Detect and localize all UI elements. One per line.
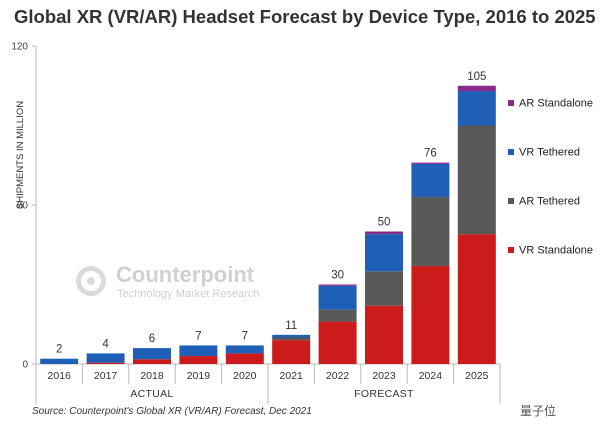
bar-total-label: 2 (56, 344, 62, 356)
bar-total-label: 6 (149, 333, 155, 345)
counterpoint-logo-icon (76, 266, 106, 296)
x-category-label: 2024 (419, 370, 443, 382)
bar-total-label: 11 (285, 320, 297, 332)
bar-segment-vr-tethered (40, 358, 79, 364)
bar-total-label: 30 (331, 270, 344, 282)
bar-segment-ar-standalone (318, 284, 357, 286)
legend-swatch (508, 198, 514, 204)
bar-total-label: 7 (242, 330, 248, 342)
legend-swatch (508, 247, 514, 253)
bar-segment-ar-tethered (318, 309, 357, 322)
bar-segment-vr-tethered (225, 345, 264, 354)
bar-segment-vr-standalone (457, 234, 496, 364)
x-category-label: 2023 (372, 370, 396, 382)
watermark-name: Counterpoint (116, 262, 255, 287)
bar-segment-ar-tethered (365, 271, 403, 306)
bar-segment-vr-standalone (86, 362, 125, 364)
legend-label: AR Tethered (519, 196, 580, 208)
bar-total-label: 4 (102, 338, 109, 350)
logo-dot-icon (87, 277, 95, 285)
x-category-label: 2019 (187, 370, 211, 382)
legend-label: VR Standalone (519, 245, 593, 257)
x-category-label: 2017 (94, 370, 118, 382)
x-category-label: 2022 (326, 370, 350, 382)
bar-segment-vr-tethered (457, 91, 496, 126)
x-category-label: 2016 (48, 370, 72, 382)
legend-label: AR Standalone (519, 98, 593, 110)
bar-segment-vr-standalone (411, 265, 450, 364)
bar-segment-vr-tethered (133, 348, 171, 360)
x-category-label: 2018 (140, 370, 164, 382)
period-label: ACTUAL (130, 388, 173, 400)
period-label: FORECAST (354, 388, 414, 400)
bar-segment-vr-tethered (86, 353, 125, 363)
bar-segment-vr-standalone (225, 353, 264, 364)
bar-segment-vr-tethered (179, 345, 218, 357)
bar-segment-ar-standalone (365, 231, 403, 235)
bar-segment-vr-standalone (365, 305, 403, 364)
legend-swatch (508, 100, 514, 106)
bar-total-label: 7 (195, 330, 201, 342)
x-category-label: 2021 (280, 370, 304, 382)
watermark-tagline: Technology Market Research (117, 288, 260, 300)
bar-total-label: 50 (378, 217, 391, 229)
brand-mark: 量子位 (520, 404, 557, 418)
bar-segment-ar-standalone (411, 162, 450, 164)
y-axis-label: SHIPMENTS IN MILLION (15, 101, 26, 209)
bar-total-label: 76 (424, 148, 437, 160)
bar-segment-ar-standalone (457, 85, 496, 92)
counterpoint-watermark: Counterpoint Technology Market Research (76, 262, 276, 312)
bar-segment-vr-standalone (318, 321, 357, 364)
legend-label: VR Tethered (519, 147, 580, 159)
y-tick-label: 120 (11, 42, 28, 53)
bar-segment-vr-standalone (133, 359, 171, 364)
y-tick-label: 60 (17, 201, 29, 212)
bar-total-label: 105 (467, 71, 486, 83)
bar-segment-vr-tethered (365, 234, 403, 272)
x-category-label: 2020 (233, 370, 257, 382)
bar-segment-vr-tethered (411, 163, 450, 198)
bar-segment-ar-tethered (457, 125, 496, 235)
bar-segment-vr-tethered (272, 334, 311, 338)
source-note: Source: Counterpoint's Global XR (VR/AR)… (32, 406, 312, 417)
bar-segment-vr-standalone (272, 340, 311, 364)
y-tick-label: 0 (22, 360, 28, 371)
bar-segment-ar-tethered (272, 337, 311, 341)
chart-title: Global XR (VR/AR) Headset Forecast by De… (14, 6, 596, 27)
bar-segment-ar-tethered (411, 197, 450, 266)
bar-segment-vr-tethered (318, 285, 357, 310)
legend-swatch (508, 149, 514, 155)
x-category-label: 2025 (465, 370, 489, 382)
bar-segment-vr-standalone (179, 356, 218, 364)
